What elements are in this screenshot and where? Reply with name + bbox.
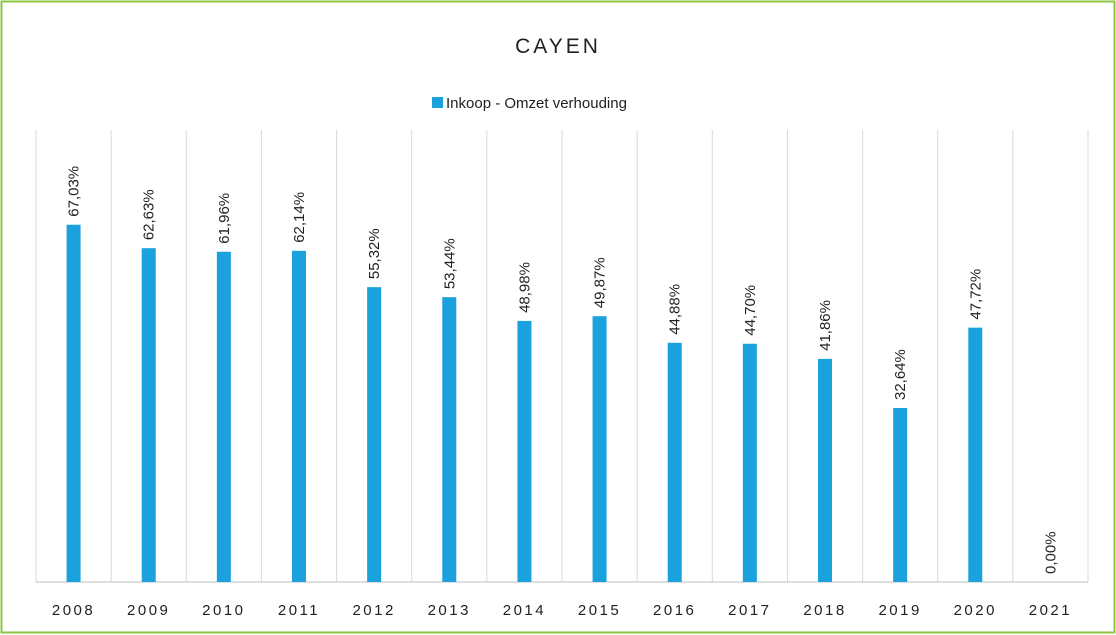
data-label: 47,72% [967,269,984,320]
x-tick-label: 2016 [653,602,696,619]
bar [292,250,306,582]
bar [216,251,231,582]
x-tick-label: 2008 [52,602,95,619]
bar [893,408,908,582]
bar [442,297,457,582]
bar [592,316,607,582]
bar [66,224,81,582]
data-label: 62,14% [291,192,308,243]
chart-title: CAYEN [515,35,601,58]
x-tick-label: 2019 [878,602,921,619]
x-tick-label: 2020 [954,602,997,619]
data-label: 41,86% [817,300,834,351]
data-label: 32,64% [892,349,909,400]
data-label: 48,98% [516,262,533,313]
x-tick-label: 2009 [127,602,170,619]
data-label: 44,88% [667,284,684,335]
bar [667,342,682,582]
data-label: 67,03% [66,166,83,217]
x-tick-label: 2012 [352,602,395,619]
bar [742,343,757,582]
x-tick-label: 2017 [728,602,771,619]
x-tick-label: 2015 [578,602,621,619]
data-label: 44,70% [742,285,759,336]
x-tick-label: 2018 [803,602,846,619]
bar [517,320,532,582]
x-tick-label: 2010 [202,602,245,619]
x-tick-label: 2011 [278,602,320,619]
legend-swatch [432,97,443,108]
data-label: 0,00% [1042,531,1059,574]
data-label: 61,96% [216,193,233,244]
data-label: 49,87% [592,257,609,308]
bar [968,327,983,582]
x-tick-label: 2013 [428,602,471,619]
bar [367,287,382,582]
x-tick-label: 2021 [1029,602,1072,619]
bar [141,248,156,582]
data-label: 62,63% [141,189,158,240]
bar [818,358,832,582]
data-label: 53,44% [441,238,458,289]
x-tick-label: 2014 [503,602,546,619]
legend-label: Inkoop - Omzet verhouding [446,95,627,112]
data-label: 55,32% [366,228,383,279]
